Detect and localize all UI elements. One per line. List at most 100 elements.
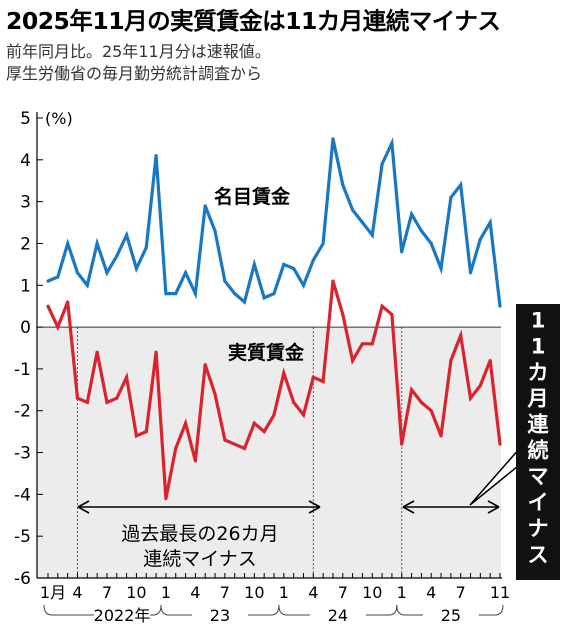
- nominal-wage-point: [164, 292, 168, 296]
- nominal-wage-point: [223, 279, 227, 283]
- nominal-wage-point: [125, 233, 129, 237]
- real-wage-point: [105, 400, 109, 404]
- real-wage-point: [292, 400, 296, 404]
- streak-2022-label-line1: 過去最長の26カ月: [121, 523, 278, 545]
- guide-layer: [76, 327, 403, 578]
- real-wage-point: [115, 396, 119, 400]
- real-wage-point: [360, 342, 365, 346]
- real-wage-point: [183, 421, 188, 425]
- nominal-wage-point: [193, 292, 197, 296]
- real-wage-point: [390, 312, 394, 317]
- nominal-wage-point: [400, 250, 404, 254]
- y-tick-label: 2: [20, 234, 31, 254]
- nominal-wage-point: [213, 229, 217, 233]
- real-wage-point: [66, 300, 70, 304]
- nominal-wage-point: [242, 300, 247, 304]
- nominal-wage-point: [488, 220, 492, 225]
- real-wage-point: [46, 304, 50, 308]
- nominal-wage-point: [272, 292, 276, 296]
- real-wage-point: [351, 358, 355, 363]
- nominal-wage-point: [360, 220, 365, 225]
- callout-char: 月: [527, 387, 549, 411]
- y-tick-label: -2: [14, 402, 31, 422]
- real-wage-point: [272, 413, 276, 417]
- y-tick-label: -5: [14, 527, 31, 547]
- callout-char: マ: [528, 465, 549, 489]
- year-2025-label: 25: [441, 606, 461, 625]
- callout-char: 続: [528, 439, 549, 463]
- real-wage-point: [321, 379, 325, 384]
- real-wage-point: [419, 400, 423, 404]
- nominal-wage-point: [154, 154, 158, 158]
- real-wage-point: [341, 312, 345, 317]
- nominal-wage-point: [429, 241, 433, 246]
- x-tick-label: 1: [161, 583, 171, 602]
- nominal-wage-point: [134, 266, 139, 271]
- real-wage-point: [468, 396, 473, 400]
- real-wage-point: [193, 459, 197, 463]
- year-2024-label: 24: [328, 606, 348, 625]
- nominal-wage-point: [75, 271, 80, 275]
- nominal-wage-point: [390, 141, 394, 145]
- streak-2022-label-line2: 連続マイナス: [143, 548, 257, 570]
- real-wage-point: [164, 496, 168, 501]
- nominal-wage-point: [233, 292, 237, 296]
- nominal-wage-point: [419, 229, 423, 233]
- callout-char: カ: [528, 361, 549, 385]
- real-wage-point: [56, 325, 60, 329]
- nominal-wage-point: [409, 212, 414, 216]
- x-tick-label: 4: [190, 583, 200, 602]
- real-wage-point: [498, 442, 502, 446]
- x-tick-label: 10: [126, 583, 146, 602]
- nominal-wage-point: [262, 296, 266, 300]
- y-tick-label: -6: [14, 569, 31, 589]
- real-wage-point: [409, 388, 414, 392]
- nominal-wage-point: [370, 233, 374, 237]
- x-tick-label: 10: [362, 583, 382, 602]
- real-wage-point: [370, 342, 374, 346]
- real-wage-point: [95, 350, 99, 354]
- y-tick-label: 3: [20, 193, 31, 213]
- real-wage-series-label: 実質賃金: [228, 341, 305, 364]
- streak-2025-arrow-right: [487, 500, 500, 514]
- real-wage-point: [400, 442, 404, 446]
- real-wage-point: [488, 358, 492, 363]
- callout-char: イ: [528, 491, 549, 515]
- chart-subtitle-1: 前年同月比。25年11月分は速報値。: [6, 42, 271, 61]
- real-wage-point: [439, 434, 443, 438]
- x-tick-label: 1: [397, 583, 407, 602]
- x-tick-label: 1: [279, 583, 289, 602]
- real-wage-point: [174, 446, 178, 450]
- nominal-wage-point: [282, 262, 286, 266]
- real-wage-point: [311, 375, 315, 379]
- nominal-wage-point: [203, 204, 207, 208]
- nominal-wage-point: [66, 241, 70, 246]
- nominal-wage-point: [311, 258, 315, 262]
- x-tick-label: 4: [426, 583, 436, 602]
- nominal-wage-point: [85, 283, 89, 287]
- real-wage-point: [459, 333, 463, 338]
- real-wage-point: [331, 279, 335, 283]
- real-wage-point: [213, 392, 217, 396]
- nominal-wage-point: [341, 183, 345, 187]
- nominal-wage-point: [459, 183, 463, 187]
- real-wage-point: [380, 304, 384, 308]
- y-tick-label: -4: [14, 485, 31, 505]
- x-tick-label: 1月: [40, 583, 66, 602]
- x-tick-label: 7: [338, 583, 348, 602]
- nominal-wage-point: [144, 246, 148, 250]
- y-tick-label: -3: [14, 444, 31, 464]
- y-tick-label: 1: [20, 276, 31, 296]
- x-tick-label: 4: [72, 583, 82, 602]
- real-wage-point: [301, 413, 306, 417]
- real-wage-point: [125, 375, 129, 379]
- chart-title: 2025年11月の実質賃金は11カ月連続マイナス: [6, 7, 501, 35]
- x-tick-label: 7: [220, 583, 230, 602]
- nominal-wage-point: [95, 241, 99, 246]
- callout-char: 連: [528, 413, 550, 437]
- streak-2025-arrow-left: [402, 500, 415, 514]
- y-tick-label: 0: [20, 318, 31, 338]
- nominal-wage-point: [56, 275, 60, 279]
